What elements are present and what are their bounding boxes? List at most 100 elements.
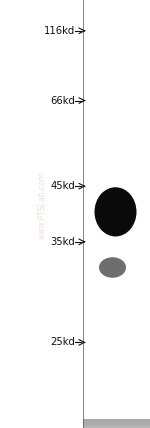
Bar — [82, 419, 150, 424]
Bar — [82, 421, 150, 425]
Bar — [82, 423, 150, 427]
Bar — [82, 423, 150, 427]
Bar — [82, 421, 150, 425]
Bar — [82, 420, 150, 425]
Bar — [82, 424, 150, 428]
Text: 116kd: 116kd — [44, 26, 75, 36]
Bar — [82, 422, 150, 427]
Bar — [82, 423, 150, 428]
Text: www.PTSLab.com: www.PTSLab.com — [38, 172, 46, 239]
Bar — [82, 420, 150, 424]
Bar — [82, 420, 150, 424]
Bar — [82, 422, 150, 427]
Bar — [82, 419, 150, 424]
Bar — [82, 420, 150, 425]
Bar — [82, 424, 150, 428]
Bar — [82, 422, 150, 426]
Bar — [82, 423, 150, 428]
Bar — [82, 421, 150, 425]
Bar — [82, 423, 150, 427]
Ellipse shape — [99, 257, 126, 278]
Bar — [82, 422, 150, 426]
Bar — [82, 423, 150, 427]
Bar — [82, 420, 150, 424]
Bar — [82, 421, 150, 425]
Bar — [82, 422, 150, 426]
Text: 25kd: 25kd — [50, 337, 75, 348]
Bar — [82, 422, 150, 426]
Bar — [82, 420, 150, 425]
Bar — [82, 420, 150, 424]
Bar — [82, 420, 150, 425]
Bar — [82, 420, 150, 425]
Bar — [82, 420, 150, 424]
Bar — [82, 420, 150, 425]
Bar — [82, 421, 150, 425]
Bar — [82, 420, 150, 425]
Bar — [82, 421, 150, 425]
Bar — [82, 423, 150, 428]
Bar — [82, 424, 150, 428]
Bar — [82, 423, 150, 427]
Bar — [82, 422, 150, 426]
Bar — [82, 420, 150, 425]
Bar — [82, 422, 150, 427]
Bar — [82, 422, 150, 427]
Bar — [82, 422, 150, 427]
Bar — [82, 423, 150, 428]
Bar — [82, 422, 150, 426]
Bar — [82, 422, 150, 427]
Bar — [82, 424, 150, 428]
Bar — [82, 420, 150, 425]
Bar — [82, 421, 150, 425]
Bar — [82, 422, 150, 426]
Bar — [82, 420, 150, 424]
Text: 45kd: 45kd — [50, 181, 75, 191]
Bar — [82, 422, 150, 426]
Bar — [82, 421, 150, 425]
Bar — [82, 421, 150, 425]
Bar — [82, 423, 150, 427]
Bar — [82, 421, 150, 425]
Bar — [82, 420, 150, 424]
Bar — [82, 423, 150, 427]
Bar — [82, 422, 150, 426]
Bar — [82, 422, 150, 426]
Bar — [82, 424, 150, 428]
Bar — [82, 422, 150, 426]
Bar — [82, 420, 150, 424]
Text: 66kd: 66kd — [50, 95, 75, 106]
Bar — [82, 422, 150, 427]
Bar — [82, 423, 150, 428]
Bar — [82, 421, 150, 425]
Text: 35kd: 35kd — [50, 237, 75, 247]
Bar — [82, 422, 150, 426]
Bar — [82, 423, 150, 427]
Bar — [82, 421, 150, 425]
Bar — [82, 423, 150, 428]
Bar — [82, 423, 150, 427]
Bar — [82, 420, 150, 425]
Bar — [82, 423, 150, 428]
Bar — [82, 423, 150, 427]
Bar — [82, 422, 150, 426]
Bar — [82, 420, 150, 424]
Bar — [82, 422, 150, 426]
Bar — [82, 422, 150, 426]
Bar — [82, 422, 150, 426]
Bar — [82, 422, 150, 427]
Bar — [82, 422, 150, 426]
Bar — [82, 421, 150, 425]
Bar — [82, 419, 150, 424]
Bar — [82, 422, 150, 426]
Bar — [82, 421, 150, 425]
Bar — [82, 421, 150, 425]
Bar — [82, 423, 150, 427]
Bar — [82, 421, 150, 425]
Bar — [82, 422, 150, 426]
Bar — [82, 419, 150, 424]
Bar — [82, 421, 150, 425]
Bar — [82, 422, 150, 427]
Bar — [82, 420, 150, 425]
Bar — [82, 424, 150, 428]
